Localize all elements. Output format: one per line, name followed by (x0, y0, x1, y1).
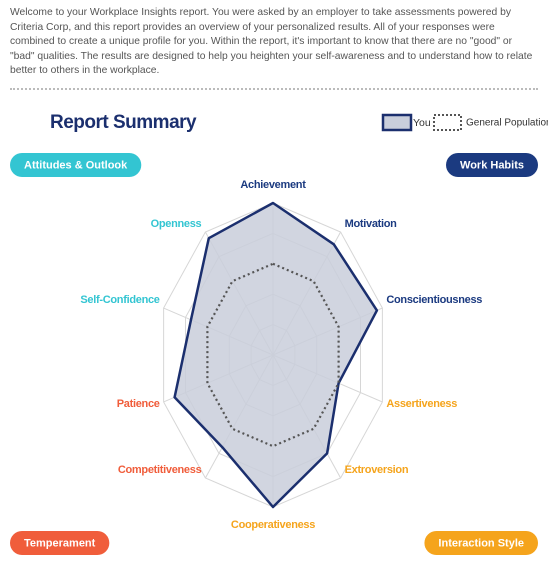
group-pill (10, 153, 142, 177)
group-pill (446, 153, 538, 177)
group-label: Work Habits (460, 159, 524, 171)
intro-text: Welcome to your Workplace Insights repor… (10, 7, 533, 76)
group-label: Attitudes & Outlook (24, 159, 128, 171)
category-label: Conscientiousness (386, 294, 482, 306)
category-label: Cooperativeness (231, 519, 315, 531)
group-label: Interaction Style (438, 537, 524, 549)
category-label: Extroversion (345, 464, 409, 476)
category-label: Openness (151, 218, 202, 230)
group-pill (10, 531, 110, 555)
legend-label: You (413, 117, 431, 129)
legend-label: General Population (466, 118, 548, 129)
chart-title: Report Summary (50, 112, 197, 133)
legend-swatch (433, 114, 462, 131)
legend-swatch (381, 113, 413, 132)
group-label: Temperament (24, 537, 96, 549)
category-label: Achievement (240, 179, 306, 191)
category-label: Assertiveness (386, 398, 457, 410)
category-label: Competitiveness (118, 464, 202, 476)
category-label: Patience (117, 398, 160, 410)
you-area (173, 201, 379, 509)
group-pill (424, 531, 538, 555)
category-label: Motivation (345, 218, 398, 230)
category-label: Self-Confidence (80, 294, 159, 306)
divider (10, 88, 538, 90)
